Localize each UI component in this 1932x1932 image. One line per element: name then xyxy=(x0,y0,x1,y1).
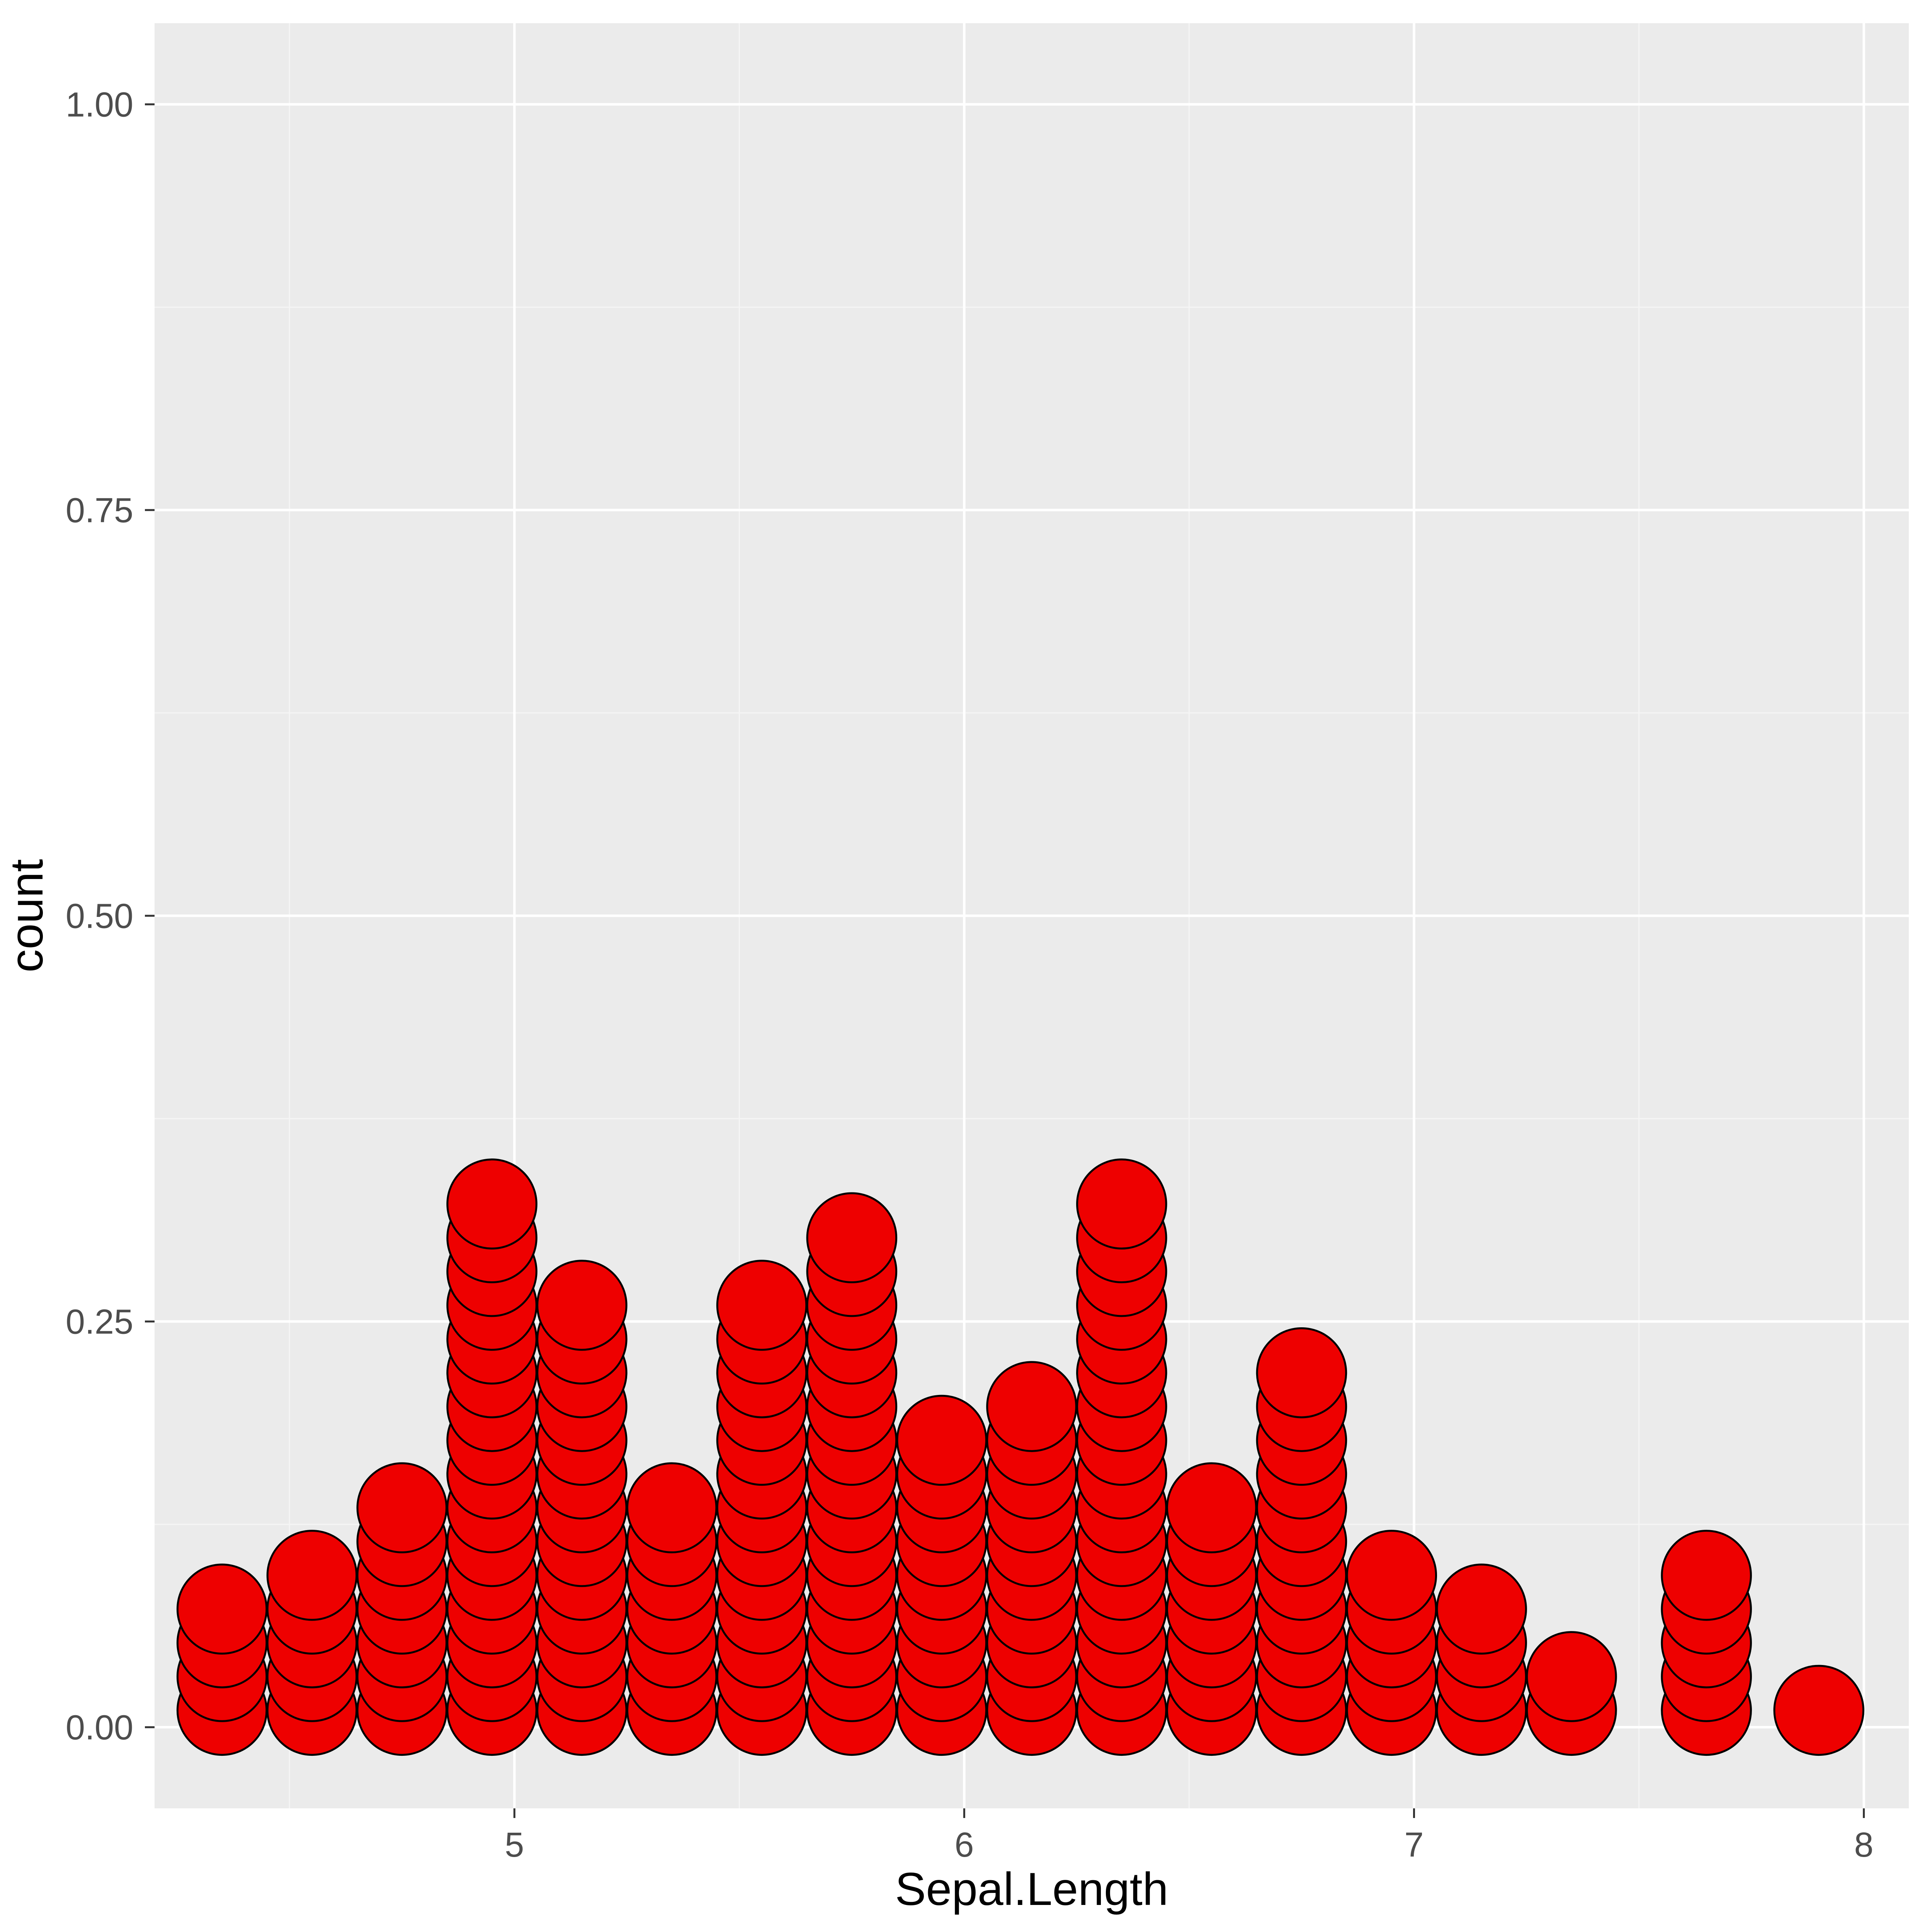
dot xyxy=(627,1463,716,1552)
dotplot-chart: 5 6 7 8 0.00 0.25 0.50 0.75 1.00 Sepal.Length coun… xyxy=(0,0,1932,1932)
x-tick-label: 8 xyxy=(1854,1826,1874,1864)
chart-svg: 5 6 7 8 0.00 0.25 0.50 0.75 1.00 Sepal.Length coun… xyxy=(0,0,1932,1932)
dot xyxy=(447,1160,536,1248)
dot xyxy=(987,1362,1076,1451)
dot xyxy=(177,1565,266,1653)
dot xyxy=(1662,1531,1751,1620)
y-tick-label: 1.00 xyxy=(66,86,133,124)
dot xyxy=(1077,1160,1166,1248)
dot xyxy=(897,1396,986,1485)
dot xyxy=(357,1463,446,1552)
x-axis-title: Sepal.Length xyxy=(895,1863,1168,1915)
dot xyxy=(1437,1565,1526,1653)
dot xyxy=(267,1531,356,1620)
y-tick-label: 0.00 xyxy=(66,1709,133,1747)
dot xyxy=(1527,1632,1616,1721)
y-tick-label: 0.25 xyxy=(66,1303,133,1342)
x-tick-label: 7 xyxy=(1404,1826,1423,1864)
x-tick-label: 5 xyxy=(505,1826,524,1864)
y-tick-label: 0.75 xyxy=(66,492,133,530)
dot xyxy=(1774,1666,1863,1755)
dot xyxy=(1347,1531,1436,1620)
dot xyxy=(717,1261,806,1350)
y-tick-label: 0.50 xyxy=(66,897,133,936)
dot xyxy=(1167,1463,1256,1552)
x-tick-label: 6 xyxy=(954,1826,974,1864)
dot xyxy=(807,1193,896,1282)
dot xyxy=(537,1261,626,1350)
dot xyxy=(1257,1328,1346,1417)
y-axis-title: count xyxy=(1,859,53,973)
